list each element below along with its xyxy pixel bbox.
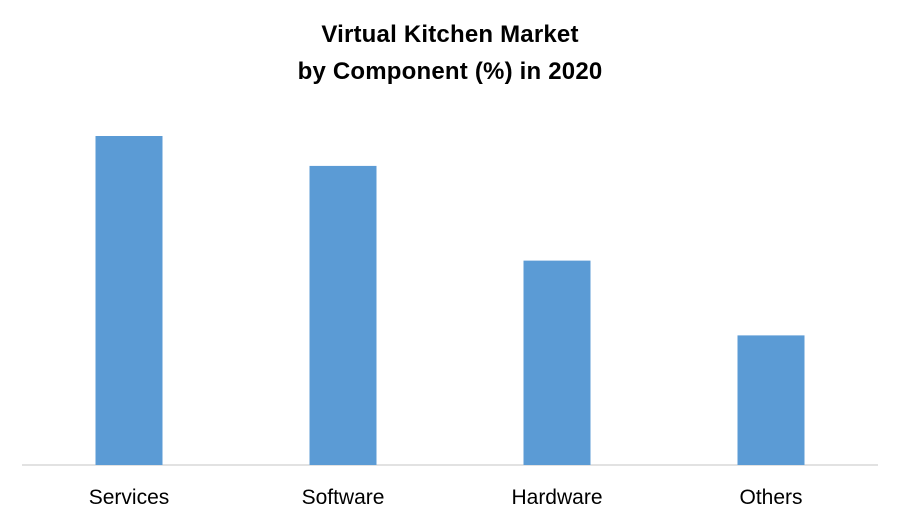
category-label-hardware: Hardware — [511, 486, 602, 509]
category-labels-group: Services Software Hardware Others — [89, 486, 803, 509]
bar-services — [95, 136, 163, 465]
category-label-others: Others — [739, 486, 802, 509]
chart-title-line1: Virtual Kitchen Market — [321, 21, 579, 48]
bar-hardware — [523, 260, 591, 465]
chart-title-line2: by Component (%) in 2020 — [297, 58, 603, 85]
category-label-services: Services — [89, 486, 170, 509]
bars-group — [95, 136, 805, 465]
category-label-software: Software — [302, 486, 385, 509]
bar-others — [737, 335, 805, 465]
bar-software — [309, 165, 377, 465]
